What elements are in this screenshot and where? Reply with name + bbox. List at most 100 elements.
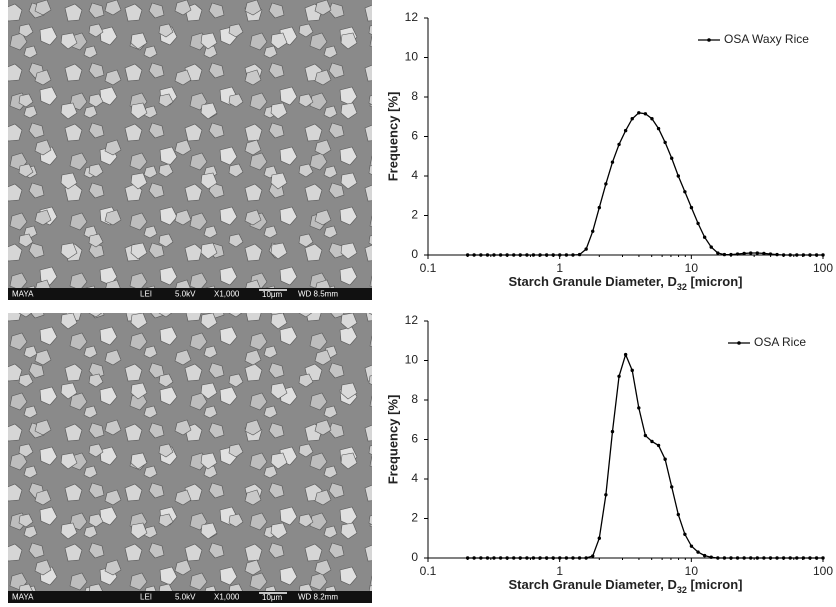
- data-line: [467, 352, 823, 559]
- data-point: [749, 556, 753, 560]
- data-point: [544, 253, 549, 257]
- data-point: [512, 556, 516, 560]
- data-point: [571, 556, 575, 560]
- data-point: [498, 253, 503, 257]
- data-point: [709, 245, 713, 249]
- data-point: [755, 556, 760, 560]
- data-point: [808, 556, 812, 560]
- data-point: [656, 126, 661, 131]
- data-point: [749, 251, 753, 255]
- image-label: 10μm: [262, 290, 283, 299]
- data-point: [716, 556, 720, 560]
- data-point: [472, 253, 476, 257]
- y-axis-label: Frequency [%]: [385, 92, 400, 182]
- data-point: [676, 174, 681, 178]
- data-point: [479, 253, 483, 257]
- data-point: [702, 553, 707, 558]
- data-point: [689, 544, 694, 548]
- image-label: WD 8.2mm: [298, 593, 338, 602]
- data-point: [781, 253, 786, 257]
- x-tick-label: 1: [556, 261, 563, 275]
- data-point: [742, 251, 746, 256]
- data-point: [623, 352, 628, 357]
- data-point: [591, 554, 595, 558]
- image-label: 10μm: [262, 593, 283, 602]
- data-point: [485, 253, 490, 257]
- x-axis-label-unit: [micron]: [687, 274, 743, 289]
- data-point: [597, 205, 602, 210]
- data-point: [742, 556, 746, 560]
- data-point: [702, 235, 707, 239]
- data-point: [722, 252, 727, 257]
- data-point: [643, 112, 648, 116]
- data-point: [656, 443, 661, 448]
- data-point: [505, 556, 509, 560]
- data-point: [768, 252, 773, 256]
- data-point: [604, 493, 608, 497]
- data-point: [531, 556, 536, 560]
- x-axis-label-subscript: 32: [677, 282, 687, 292]
- data-point: [735, 556, 740, 560]
- y-tick-label: 8: [411, 89, 418, 103]
- data-point: [729, 252, 733, 257]
- data-point: [577, 252, 582, 257]
- y-tick-label: 0: [411, 550, 418, 564]
- data-point: [801, 253, 806, 257]
- data-point: [479, 556, 483, 560]
- data-point: [584, 247, 588, 251]
- data-point: [630, 368, 634, 373]
- data-point: [538, 253, 542, 257]
- data-point: [617, 142, 621, 147]
- y-tick-label: 6: [411, 129, 418, 143]
- data-point: [808, 253, 812, 257]
- x-axis-label-unit: [micron]: [687, 577, 743, 592]
- data-point: [814, 556, 819, 560]
- sem-image: MAYA LEI 5.0kV X1,000 10μm WD 8.2mm: [8, 313, 372, 603]
- x-axis-label: Starch Granule Diameter, D32 [micron]: [509, 274, 743, 292]
- x-tick-label: 0.1: [420, 564, 437, 578]
- data-point: [755, 251, 760, 255]
- y-tick-label: 4: [411, 168, 418, 182]
- data-point: [643, 433, 648, 438]
- data-point: [781, 556, 786, 560]
- data-point: [768, 556, 773, 560]
- data-point: [591, 229, 595, 233]
- image-label: X1,000: [214, 290, 240, 299]
- data-point: [472, 556, 476, 560]
- data-point: [716, 251, 720, 255]
- image-label: WD 8.5mm: [298, 290, 338, 299]
- data-line: [467, 112, 823, 256]
- image-label: 5.0kV: [175, 593, 196, 602]
- data-point: [492, 556, 496, 560]
- image-label: LEI: [140, 290, 152, 299]
- legend-marker: [737, 341, 741, 345]
- image-label: LEI: [140, 593, 152, 602]
- data-point: [683, 532, 687, 536]
- data-point: [663, 457, 667, 461]
- image-label: MAYA: [12, 290, 34, 299]
- data-point: [650, 439, 654, 444]
- data-point: [709, 555, 713, 559]
- data-point: [564, 253, 569, 257]
- data-point: [683, 190, 687, 194]
- data-point: [775, 556, 779, 560]
- data-point: [762, 251, 766, 256]
- legend-marker: [707, 38, 711, 42]
- data-point: [814, 253, 819, 257]
- image-info-bar: MAYA LEI 5.0kV X1,000 10μm WD 8.2mm: [8, 591, 372, 603]
- data-point: [525, 556, 529, 560]
- data-point: [498, 556, 503, 560]
- y-axis-label: Frequency [%]: [385, 395, 400, 485]
- chart: 0 2 4 6 8 10 12 0.1 1 10 100 Frequency [%] Starch Gr…: [385, 313, 833, 595]
- y-tick-label: 8: [411, 392, 418, 406]
- data-point: [544, 556, 549, 560]
- data-point: [465, 556, 470, 560]
- x-axis-label-text: Starch Granule Diameter, D: [509, 274, 677, 289]
- data-point: [492, 253, 496, 257]
- data-point: [485, 556, 490, 560]
- data-point: [735, 252, 740, 256]
- y-tick-label: 10: [405, 353, 419, 367]
- data-point: [531, 253, 536, 257]
- x-axis-label-text: Starch Granule Diameter, D: [509, 577, 677, 592]
